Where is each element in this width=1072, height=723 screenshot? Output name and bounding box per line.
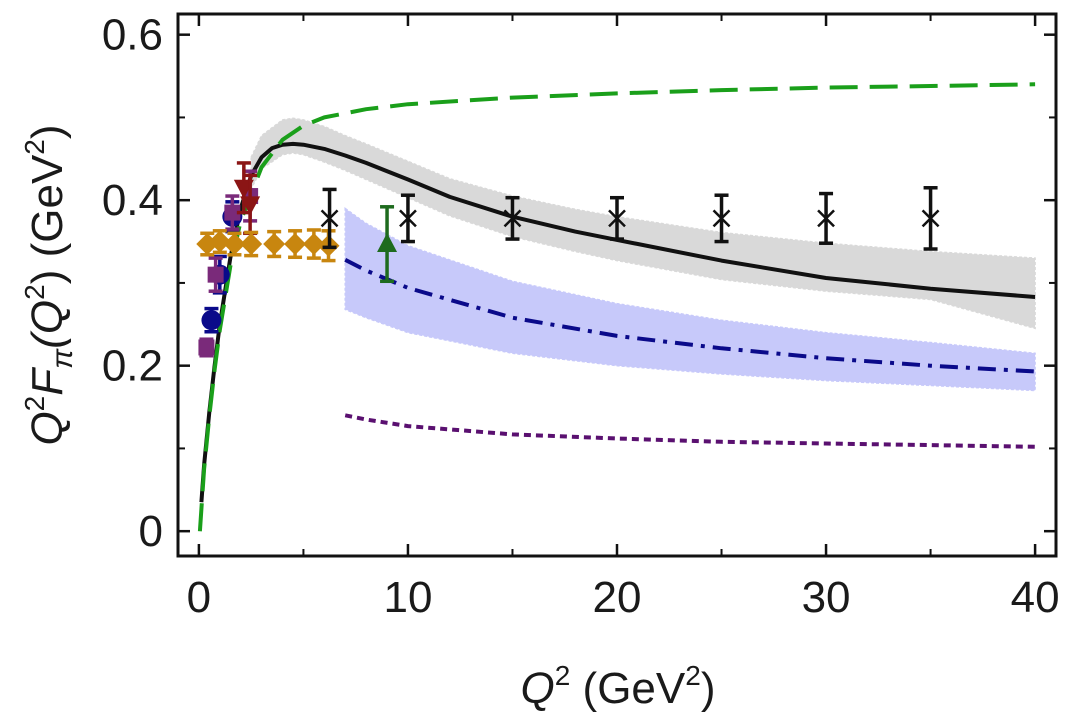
orange-diamonds-point: [208, 229, 231, 255]
y-title-f: F: [23, 367, 72, 396]
series-purple-dotted: [344, 413, 1036, 449]
tick-labels-layer: 0 10 20 30 40 0 0.2 0.4 0.6: [102, 11, 1060, 622]
x-title-q: Q: [521, 664, 555, 713]
x-title-unit-sup: 2: [685, 660, 701, 691]
x-title-q-sup: 2: [555, 660, 571, 691]
black-crosses-marker-b: [503, 209, 522, 228]
orange-diamonds-marker: [284, 233, 307, 256]
series-green-dashed: [197, 82, 1036, 532]
orange-diamonds-marker: [240, 233, 263, 256]
y-tick-label: 0: [139, 507, 163, 556]
black-crosses-point: [320, 187, 339, 250]
x-tick-label: 40: [1011, 573, 1060, 622]
x-tick-label: 20: [593, 573, 642, 622]
black-crosses-marker-b: [817, 209, 835, 228]
orange-diamonds-point: [223, 231, 246, 257]
y-title-arg-sup: 2: [19, 284, 50, 300]
x-title-unit-open: (GeV: [570, 664, 686, 713]
x-tick-label: 30: [802, 573, 851, 622]
black-crosses-point: [503, 195, 522, 241]
y-tick-label: 0.4: [102, 176, 163, 225]
x-title-unit-close: ): [701, 664, 716, 713]
y-title-pi: π: [46, 348, 79, 369]
darkred-triangles-marker: [240, 196, 261, 216]
gray-band: [250, 117, 1036, 330]
navy-circles-point: [201, 306, 222, 334]
orange-diamonds-marker: [223, 233, 246, 256]
black-crosses-marker-b: [712, 209, 731, 228]
black-crosses-point: [608, 195, 626, 241]
black-crosses-point: [817, 191, 835, 245]
green-triangle-marker: [377, 233, 398, 253]
purple-squares-marker: [224, 204, 241, 221]
x-tick-label: 10: [383, 573, 432, 622]
black-crosses-marker-b: [399, 209, 417, 228]
y-tick-label: 0.6: [102, 11, 163, 60]
y-axis-title: Q2Fπ(Q2) (GeV2): [19, 124, 79, 445]
y-title-unit-close: ): [23, 124, 72, 139]
purple-squares-marker: [207, 266, 224, 283]
markers-layer: [196, 161, 940, 358]
black-crosses-point: [399, 193, 417, 244]
y-title-arg-close: ): [23, 270, 72, 285]
black-crosses-point: [712, 193, 731, 244]
black-crosses-marker-b: [320, 209, 339, 228]
y-title-arg-open: (Q: [23, 300, 72, 349]
purple-squares-point: [207, 256, 224, 293]
y-tick-label: 0.2: [102, 342, 163, 391]
y-title-q: Q: [23, 411, 72, 445]
orange-diamonds-point: [263, 229, 286, 259]
blue-band: [344, 207, 1036, 392]
orange-diamonds-marker: [302, 233, 325, 256]
black-crosses-marker-b: [608, 209, 626, 228]
purple-squares-point: [198, 337, 215, 358]
green-triangle-point: [377, 205, 398, 284]
orange-diamonds-marker: [263, 233, 286, 256]
navy-circles-marker: [201, 310, 222, 331]
orange-diamonds-point: [284, 229, 307, 260]
series-blue-dashdot: [344, 258, 1036, 374]
purple-squares-point: [224, 194, 241, 231]
black-crosses-point: [921, 186, 940, 251]
x-axis-title: Q2 (GeV2): [521, 660, 716, 713]
black-crosses-marker-b: [921, 209, 940, 228]
y-title-q-sup: 2: [19, 396, 50, 412]
orange-diamonds-point: [240, 230, 263, 258]
y-title-unit-open: (GeV: [23, 154, 72, 270]
ticks-layer: [178, 14, 1056, 556]
y-title-unit-sup: 2: [19, 139, 50, 155]
orange-diamonds-point: [302, 228, 325, 260]
x-tick-label: 0: [187, 573, 211, 622]
purple-squares-marker: [198, 339, 215, 356]
bands-layer: [250, 117, 1036, 392]
orange-diamonds-marker: [208, 230, 231, 253]
